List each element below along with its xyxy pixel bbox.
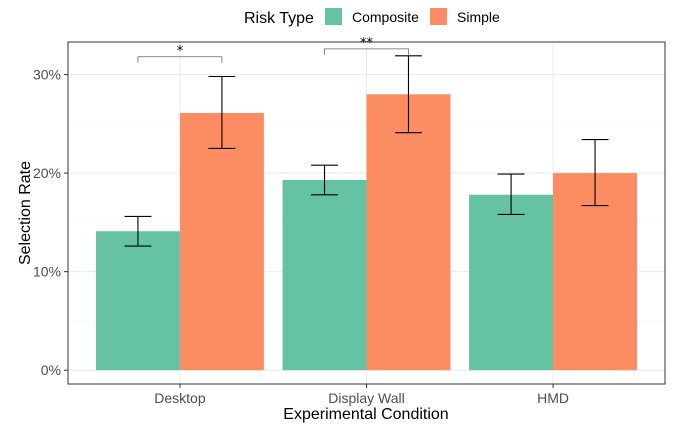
error-bar bbox=[395, 55, 422, 134]
bar-composite-hmd bbox=[469, 194, 554, 371]
error-bar bbox=[311, 164, 338, 196]
error-bars bbox=[124, 55, 609, 247]
bar-simple-desktop bbox=[179, 112, 264, 371]
error-bar bbox=[581, 139, 609, 207]
error-bar bbox=[208, 75, 236, 149]
legend: Risk Type Composite Simple bbox=[244, 8, 500, 27]
y-tick-label: 10% bbox=[33, 264, 61, 280]
bar-simple-display-wall bbox=[366, 94, 451, 371]
x-axis-title: Experimental Condition bbox=[283, 406, 448, 423]
legend-swatch-simple bbox=[430, 8, 447, 25]
y-tick-label: 30% bbox=[33, 67, 61, 83]
significance-label: ** bbox=[360, 36, 374, 51]
x-axis: Desktop Display Wall HMD bbox=[154, 384, 569, 406]
significance-annotations: *** bbox=[137, 36, 409, 63]
legend-swatch-composite bbox=[325, 8, 342, 25]
error-bar bbox=[497, 173, 525, 216]
y-tick-label: 20% bbox=[33, 165, 61, 181]
bar-composite-display-wall bbox=[282, 179, 367, 371]
x-tick-label: Desktop bbox=[154, 390, 206, 406]
legend-label-simple: Simple bbox=[457, 9, 500, 25]
y-tick-label: 0% bbox=[41, 362, 61, 378]
bar-composite-desktop bbox=[95, 231, 180, 371]
error-bar bbox=[124, 215, 152, 247]
y-axis: 0% 10% 20% 30% bbox=[33, 67, 68, 378]
significance-bracket bbox=[324, 48, 409, 55]
x-tick-label: HMD bbox=[537, 390, 569, 406]
x-tick-label: Display Wall bbox=[328, 390, 405, 406]
y-axis-title: Selection Rate bbox=[17, 161, 34, 265]
bars bbox=[95, 94, 638, 371]
significance-label: * bbox=[177, 44, 184, 59]
significance-bracket bbox=[137, 56, 223, 63]
legend-label-composite: Composite bbox=[352, 9, 419, 25]
legend-title: Risk Type bbox=[244, 10, 314, 27]
